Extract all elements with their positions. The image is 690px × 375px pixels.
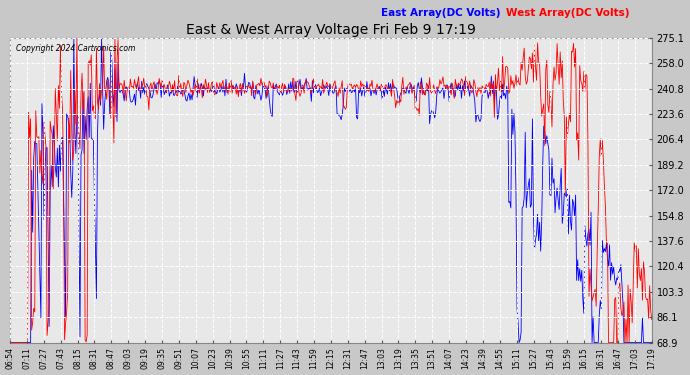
West Array(DC Volts) [103,97,111,102]
East Array(DC Volts) [70,36,78,40]
Line: East Array(DC Volts): East Array(DC Volts) [10,38,652,343]
East Array(DC Volts) [6,340,14,345]
West Array(DC Volts) [437,80,446,84]
West Array(DC Volts) [648,317,656,322]
Legend: East Array(DC Volts), West Array(DC Volts): East Array(DC Volts), West Array(DC Volt… [377,3,633,22]
West Array(DC Volts) [638,266,646,271]
West Array(DC Volts) [647,308,655,312]
East Array(DC Volts) [647,340,655,345]
Title: East & West Array Voltage Fri Feb 9 17:19: East & West Array Voltage Fri Feb 9 17:1… [186,23,476,37]
Line: West Array(DC Volts): West Array(DC Volts) [10,38,652,343]
East Array(DC Volts) [648,340,656,345]
West Array(DC Volts) [275,83,284,87]
East Array(DC Volts) [275,93,284,97]
East Array(DC Volts) [435,89,443,93]
West Array(DC Volts) [6,340,14,345]
East Array(DC Volts) [437,87,446,92]
Text: Copyright 2024 Cartronics.com: Copyright 2024 Cartronics.com [17,44,136,53]
East Array(DC Volts) [638,340,646,345]
West Array(DC Volts) [72,36,81,40]
East Array(DC Volts) [103,79,111,83]
West Array(DC Volts) [435,85,443,90]
